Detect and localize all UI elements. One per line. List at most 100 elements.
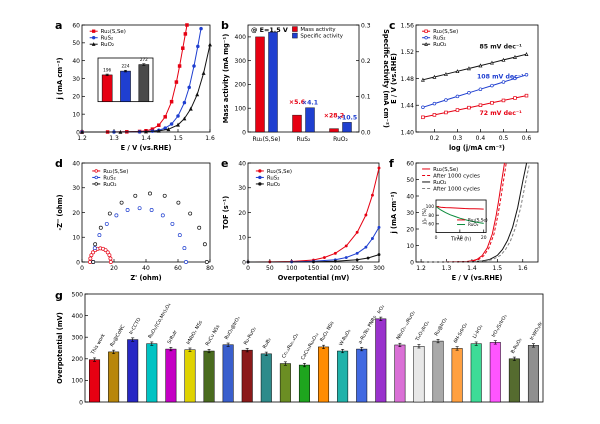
svg-text:0: 0: [79, 399, 83, 406]
svg-text:10: 10: [238, 235, 246, 242]
svg-text:0: 0: [410, 259, 414, 266]
svg-text:RuB₂: RuB₂: [262, 337, 273, 350]
svg-text:-Z'' (ohm): -Z'' (ohm): [56, 195, 64, 231]
chart-d: 0 20 40 60 80 0 10 20 30 40 Z' (ohm) -Z'' (ohm) Ru₂(…: [56, 160, 214, 282]
svg-text:196: 196: [103, 67, 111, 72]
svg-text:1.3: 1.3: [109, 135, 119, 142]
svg-text:50: 50: [72, 40, 80, 47]
svg-text:224: 224: [122, 63, 130, 68]
svg-text:1.48: 1.48: [401, 76, 415, 83]
svg-text:1.2: 1.2: [77, 135, 87, 142]
svg-text:RuO₂: RuO₂: [468, 222, 479, 227]
svg-text:×5.6: ×5.6: [289, 99, 305, 106]
svg-text:j (mA cm⁻²): j (mA cm⁻²): [390, 192, 398, 235]
svg-text:×4.1: ×4.1: [302, 100, 318, 107]
svg-text:20: 20: [72, 210, 80, 217]
svg-text:0: 0: [435, 235, 438, 241]
svg-text:Time (h): Time (h): [450, 236, 471, 242]
svg-text:200: 200: [235, 82, 247, 89]
svg-text:60: 60: [174, 265, 182, 272]
svg-text:300: 300: [72, 334, 84, 341]
svg-text:j (mA cm⁻²): j (mA cm⁻²): [56, 58, 64, 101]
panel-letter-a: a: [55, 19, 63, 32]
svg-text:272: 272: [140, 57, 148, 62]
svg-text:1.4: 1.4: [141, 135, 151, 142]
svg-text:0.6: 0.6: [522, 135, 532, 142]
svg-text:1.2: 1.2: [416, 265, 426, 272]
svg-text:72 mV dec⁻¹: 72 mV dec⁻¹: [479, 110, 522, 117]
svg-text:100: 100: [72, 378, 84, 385]
svg-text:300: 300: [373, 265, 385, 272]
svg-text:0: 0: [80, 265, 84, 272]
svg-text:1.6: 1.6: [518, 265, 528, 272]
svg-text:RuS₂: RuS₂: [297, 136, 312, 143]
svg-text:RuS₂: RuS₂: [433, 36, 446, 42]
svg-text:Overpotential (mV): Overpotential (mV): [56, 312, 64, 384]
svg-text:Specific activity: Specific activity: [300, 33, 343, 39]
svg-text:RuO₂: RuO₂: [267, 182, 280, 188]
svg-text:Specific activity (mA cm⁻²): Specific activity (mA cm⁻²): [382, 29, 390, 128]
panel-letter-c: c: [389, 19, 396, 32]
svg-text:Ru₂(S,Se): Ru₂(S,Se): [252, 136, 280, 143]
panel-e: e 0 50 100 150 200 250 300 0 10 20 30 40 Overpotentia…: [221, 156, 386, 282]
svg-text:85 mV dec⁻¹: 85 mV dec⁻¹: [479, 44, 522, 51]
svg-text:RuO₂: RuO₂: [333, 136, 348, 143]
svg-text:1.4: 1.4: [467, 265, 477, 272]
svg-text:10: 10: [457, 235, 463, 241]
svg-text:1.44: 1.44: [401, 103, 415, 110]
svg-text:0: 0: [246, 265, 250, 272]
svg-text:@ E=1.5 V: @ E=1.5 V: [251, 26, 288, 34]
chart-e: 0 50 100 150 200 250 300 0 10 20 30 40 Overpotential…: [222, 160, 385, 282]
svg-text:1.5: 1.5: [173, 135, 183, 142]
svg-text:20: 20: [110, 265, 118, 272]
chart-a-inset: 196 224 272: [97, 57, 154, 102]
svg-text:60: 60: [406, 160, 414, 167]
panel-letter-d: d: [55, 157, 63, 170]
svg-text:0: 0: [242, 129, 246, 136]
svg-text:1.3: 1.3: [442, 265, 452, 272]
svg-text:IrO₂: IrO₂: [376, 304, 386, 315]
panel-a: a 1.2 1.3 1.4 1.5 1.6 0 10 20 30 40 50 60 E / V (vs.R…: [55, 18, 217, 152]
svg-text:RuS₂: RuS₂: [103, 175, 116, 181]
svg-text:Ru₂(S,Se): Ru₂(S,Se): [103, 169, 128, 175]
svg-text:30: 30: [72, 185, 80, 192]
svg-text:50: 50: [266, 265, 274, 272]
panel-g: g 0 100 200 300 400 500 Overpotential (mV) This …: [55, 288, 547, 410]
svg-text:40: 40: [72, 58, 80, 65]
svg-text:RuS₂: RuS₂: [101, 36, 114, 42]
svg-text:40: 40: [72, 160, 80, 167]
svg-text:After 1000 cycles: After 1000 cycles: [433, 186, 480, 192]
svg-text:Ru₂(S,Se): Ru₂(S,Se): [433, 29, 458, 35]
svg-text:0.2: 0.2: [361, 58, 371, 65]
svg-text:1.5: 1.5: [493, 265, 503, 272]
chart-c: 0.2 0.3 0.4 0.5 0.6 1.40 1.44 1.48 1.52 1.56 log (…: [390, 22, 539, 152]
panel-letter-f: f: [389, 157, 394, 170]
svg-text:10: 10: [72, 111, 80, 118]
svg-text:Ru₂(S,Se): Ru₂(S,Se): [267, 169, 292, 175]
svg-text:Ru₂(S,Se): Ru₂(S,Se): [468, 217, 488, 222]
svg-text:20: 20: [72, 94, 80, 101]
svg-text:E / V (vs.RHE): E / V (vs.RHE): [121, 144, 172, 152]
svg-text:40: 40: [142, 265, 150, 272]
svg-text:Overpotential (mV): Overpotential (mV): [278, 274, 350, 282]
svg-text:30: 30: [238, 185, 246, 192]
svg-text:10: 10: [406, 243, 414, 250]
svg-text:108 mV dec⁻¹: 108 mV dec⁻¹: [477, 74, 524, 81]
svg-text:RuO₂: RuO₂: [103, 182, 116, 188]
svg-text:0.5: 0.5: [499, 135, 509, 142]
panel-b: b 0 100 200 300 400 0.0 0.1 0.2 0.3 Mass activity …: [221, 18, 390, 152]
chart-f-inset: 0 10 20 60 80 100 Time (h) j/j₀ (%) Ru₂(S,Se)RuO…: [422, 199, 488, 242]
panel-letter-e: e: [221, 157, 229, 170]
svg-text:1.6: 1.6: [205, 135, 215, 142]
panel-letter-g: g: [55, 289, 63, 302]
chart-f: 1.2 1.3 1.4 1.5 1.6 0 10 20 30 40 50 60 E / V (vs.RH…: [390, 160, 539, 282]
svg-text:RuO₂: RuO₂: [101, 42, 114, 48]
svg-text:E / V (vs.RHE): E / V (vs.RHE): [452, 274, 503, 282]
svg-text:0: 0: [76, 259, 80, 266]
svg-text:20: 20: [238, 210, 246, 217]
panel-f: f 1.2 1.3 1.4 1.5 1.6 0 10 20 30 40 50 60 E / V (vs.R…: [389, 156, 545, 282]
svg-text:Z' (ohm): Z' (ohm): [130, 274, 161, 282]
svg-text:20: 20: [406, 226, 414, 233]
